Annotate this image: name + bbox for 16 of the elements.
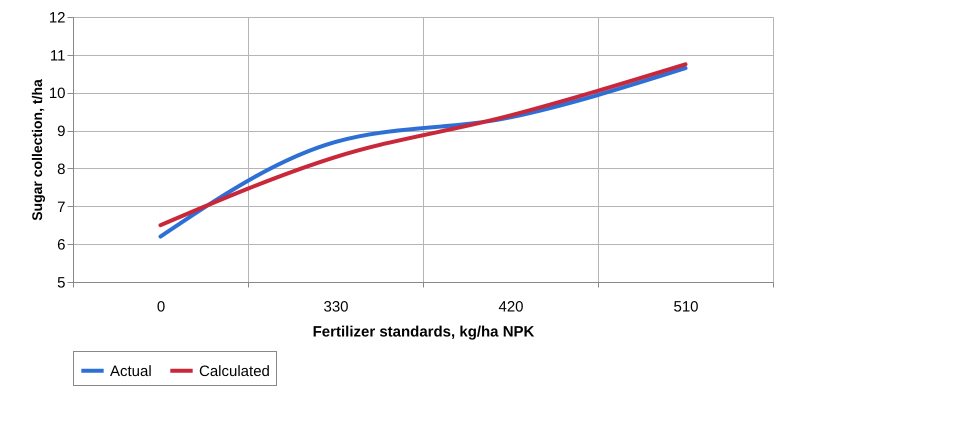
legend-label: Actual	[110, 362, 152, 380]
x-axis-title: Fertilizer standards, kg/ha NPK	[312, 324, 535, 340]
x-tick-label: 420	[498, 298, 524, 316]
y-tick-label: 12	[48, 10, 66, 26]
legend-label: Calculated	[199, 362, 270, 380]
y-tick-label: 11	[50, 47, 66, 64]
x-tick-label: 510	[673, 298, 699, 316]
y-tick-label: 7	[57, 198, 66, 216]
y-tick-label: 6	[57, 236, 66, 254]
y-tick-label: 10	[48, 85, 66, 102]
y-tick-label: 8	[57, 160, 66, 178]
y-tick-label: 5	[57, 274, 66, 292]
x-tick-label: 0	[156, 298, 166, 316]
y-tick-label: 9	[57, 123, 66, 140]
x-tick-label: 330	[323, 298, 349, 316]
y-axis-title: Sugar collection, t/ha	[28, 79, 45, 221]
